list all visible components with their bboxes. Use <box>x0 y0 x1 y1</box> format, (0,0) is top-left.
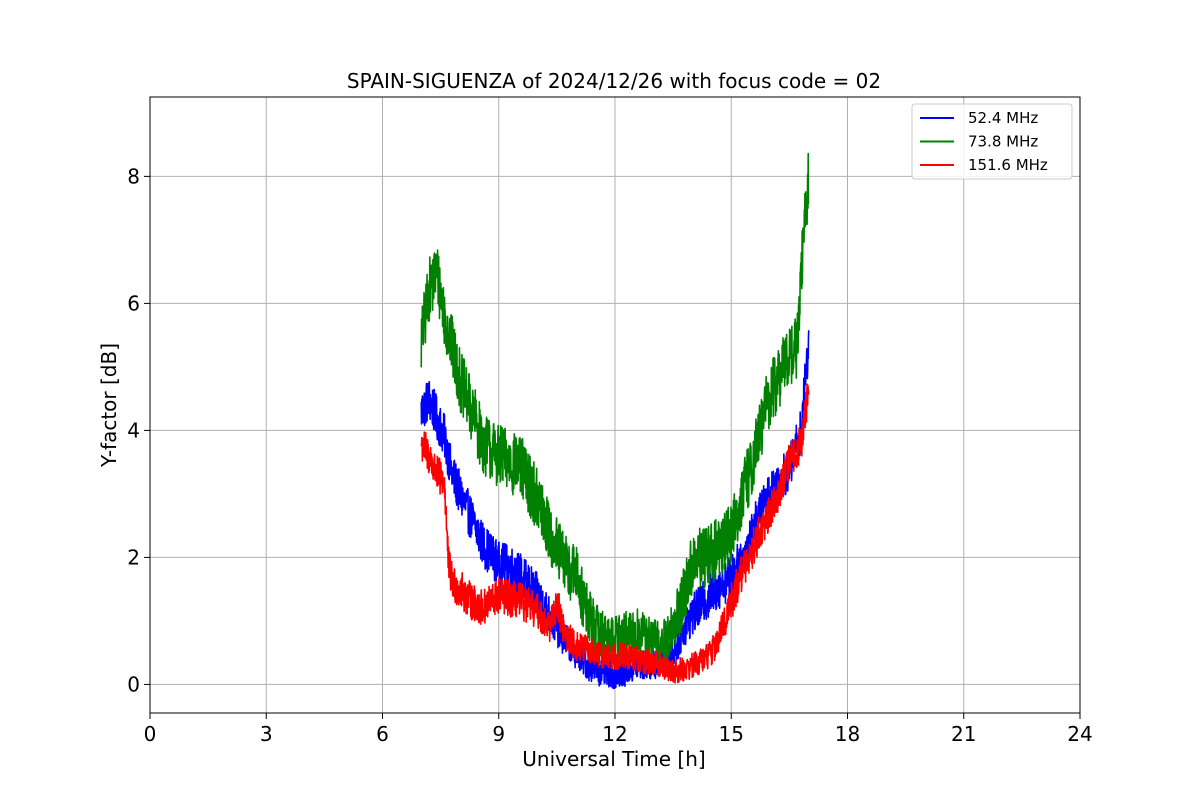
x-tick-label: 15 <box>719 722 744 746</box>
legend-entry: 52.4 MHz <box>968 109 1038 127</box>
y-tick-label: 0 <box>127 672 140 696</box>
x-axis-label: Universal Time [h] <box>522 747 705 771</box>
y-tick-label: 8 <box>127 164 140 188</box>
y-tick-label: 2 <box>127 545 140 569</box>
y-tick-label: 4 <box>127 418 140 442</box>
series-line-2 <box>420 383 810 684</box>
x-tick-label: 3 <box>260 722 273 746</box>
x-tick-label: 21 <box>951 722 976 746</box>
legend-box <box>911 103 1073 180</box>
legend-entry: 151.6 MHz <box>968 156 1048 174</box>
x-tick-label: 12 <box>602 722 627 746</box>
y-axis-label: Y-factor [dB] <box>97 343 121 468</box>
x-tick-label: 6 <box>376 722 389 746</box>
legend: 52.4 MHz 73.8 MHz 151.6 MHz <box>911 103 1073 180</box>
series-layer <box>420 152 810 690</box>
legend-entry: 73.8 MHz <box>968 133 1038 151</box>
y-tick-label: 6 <box>127 291 140 315</box>
x-tick-label: 0 <box>144 722 157 746</box>
x-tick-label: 18 <box>835 722 860 746</box>
chart-title: SPAIN-SIGUENZA of 2024/12/26 with focus … <box>347 69 881 93</box>
x-tick-label: 9 <box>492 722 505 746</box>
x-tick-label: 24 <box>1067 722 1092 746</box>
